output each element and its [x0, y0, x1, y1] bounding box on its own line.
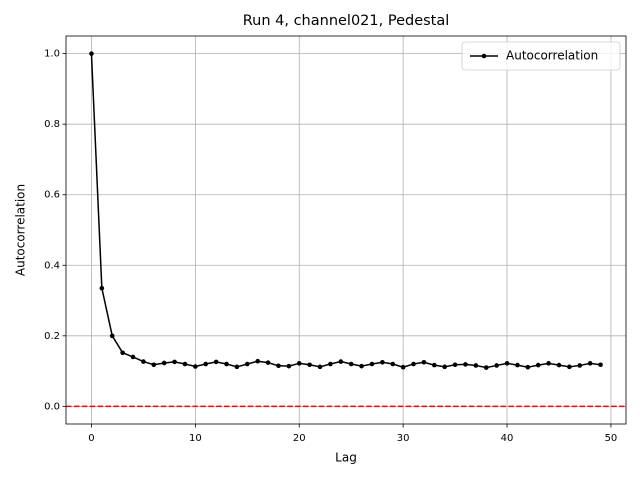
data-point [213, 359, 219, 365]
x-tick-label: 50 [605, 433, 618, 444]
y-tick-label: 0.2 [44, 331, 60, 342]
legend-label: Autocorrelation [506, 49, 598, 63]
data-point [276, 363, 281, 369]
data-point [109, 333, 115, 339]
data-point [535, 362, 541, 368]
data-point [452, 362, 458, 368]
x-axis-label: Lag [335, 451, 357, 465]
data-point [348, 361, 354, 367]
data-point [182, 361, 188, 367]
y-tick-label: 0.4 [44, 260, 60, 271]
y-tick-label: 0.0 [44, 401, 60, 412]
data-point [598, 362, 603, 368]
data-point [525, 364, 531, 370]
data-point [193, 364, 198, 369]
data-point [432, 362, 437, 368]
legend-box [461, 41, 621, 71]
x-tick-label: 40 [501, 433, 514, 444]
data-point [577, 363, 583, 368]
x-tick-label: 0 [88, 433, 94, 444]
data-point [161, 360, 167, 366]
data-point [587, 361, 593, 366]
data-point [296, 361, 302, 366]
data-point [99, 285, 105, 291]
data-point [442, 364, 448, 370]
axes-frame [65, 35, 627, 425]
data-point [421, 359, 427, 365]
chart-title: Run 4, channel021, Pedestal [243, 13, 450, 29]
data-point [338, 359, 344, 364]
data-point [172, 359, 177, 365]
data-point [546, 361, 551, 366]
data-point [317, 364, 323, 370]
y-axis-label: Autocorrelation [14, 184, 28, 276]
data-point [234, 364, 240, 370]
y-tick-label: 0.6 [44, 190, 60, 201]
data-point [286, 363, 292, 369]
data-point [151, 362, 157, 368]
data-point [307, 362, 312, 368]
data-point [255, 358, 260, 364]
x-tick-label: 30 [397, 433, 410, 444]
data-point [411, 361, 416, 367]
data-point [483, 365, 489, 370]
legend-marker [481, 53, 487, 59]
data-point [567, 364, 572, 370]
y-tick-label: 1.0 [44, 49, 60, 60]
data-point [120, 350, 125, 356]
data-point [89, 51, 94, 56]
data-point [380, 359, 385, 365]
data-point [369, 361, 375, 367]
data-point [504, 361, 510, 366]
data-point [494, 363, 499, 368]
data-point [463, 362, 468, 367]
data-point [224, 361, 229, 367]
data-point [141, 359, 146, 364]
data-point [515, 362, 520, 368]
data-point [359, 363, 364, 369]
y-tick-label: 0.8 [44, 119, 60, 130]
data-point [244, 361, 250, 367]
data-point [473, 363, 479, 368]
data-point [265, 360, 271, 365]
data-point [400, 364, 406, 370]
x-tick-label: 10 [189, 433, 202, 444]
data-point [328, 361, 333, 367]
data-point [390, 361, 396, 367]
data-point [130, 354, 136, 360]
data-point [203, 361, 209, 367]
data-point [556, 362, 562, 368]
x-tick-label: 20 [293, 433, 306, 444]
